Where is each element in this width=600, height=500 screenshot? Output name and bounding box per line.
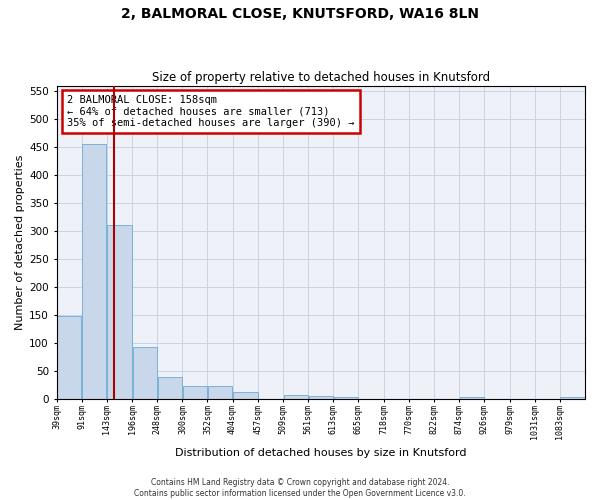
Bar xyxy=(460,397,484,398)
Bar xyxy=(560,397,584,398)
Title: Size of property relative to detached houses in Knutsford: Size of property relative to detached ho… xyxy=(152,72,490,85)
Bar xyxy=(208,386,232,398)
Bar xyxy=(158,378,182,398)
Y-axis label: Number of detached properties: Number of detached properties xyxy=(15,154,25,330)
Bar xyxy=(233,392,258,398)
Bar xyxy=(57,316,81,398)
Bar xyxy=(334,397,358,398)
Bar xyxy=(133,346,157,399)
Bar xyxy=(107,226,132,398)
Text: 2, BALMORAL CLOSE, KNUTSFORD, WA16 8LN: 2, BALMORAL CLOSE, KNUTSFORD, WA16 8LN xyxy=(121,8,479,22)
Bar xyxy=(82,144,106,398)
Bar xyxy=(308,396,333,398)
Text: Contains HM Land Registry data © Crown copyright and database right 2024.
Contai: Contains HM Land Registry data © Crown c… xyxy=(134,478,466,498)
Bar xyxy=(284,394,308,398)
X-axis label: Distribution of detached houses by size in Knutsford: Distribution of detached houses by size … xyxy=(175,448,467,458)
Bar xyxy=(183,386,207,398)
Text: 2 BALMORAL CLOSE: 158sqm
← 64% of detached houses are smaller (713)
35% of semi-: 2 BALMORAL CLOSE: 158sqm ← 64% of detach… xyxy=(67,95,355,128)
